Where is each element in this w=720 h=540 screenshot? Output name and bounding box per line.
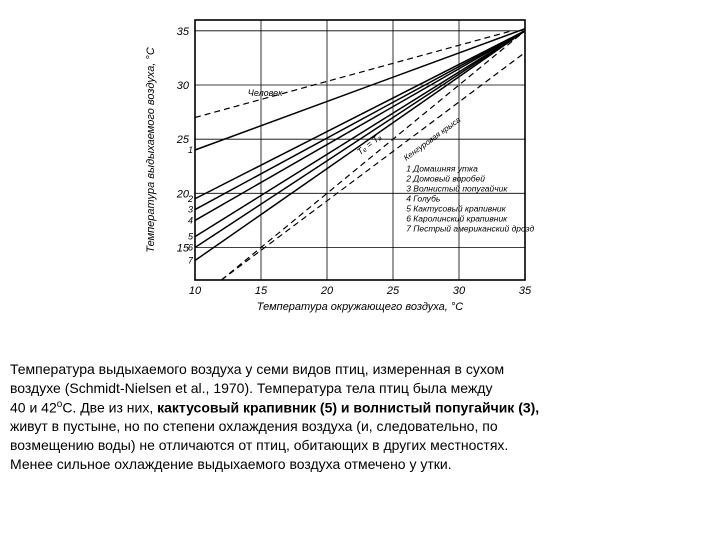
- svg-text:7 Пестрый американский дрозд: 7 Пестрый американский дрозд: [406, 224, 534, 234]
- svg-text:5 Кактусовый крапивник: 5 Кактусовый крапивник: [406, 204, 506, 214]
- svg-text:20: 20: [320, 285, 334, 297]
- svg-text:4: 4: [188, 215, 193, 225]
- svg-text:2 Домовый воробей: 2 Домовый воробей: [405, 174, 485, 184]
- svg-text:6: 6: [188, 243, 193, 253]
- caption-l1: Температура выдыхаемого воздуха у семи в…: [10, 361, 504, 377]
- svg-text:5: 5: [188, 232, 194, 242]
- svg-text:1: 1: [188, 145, 193, 155]
- svg-text:7: 7: [188, 256, 194, 266]
- svg-text:10: 10: [189, 285, 202, 297]
- svg-text:30: 30: [453, 285, 466, 297]
- svg-text:3 Волнистый попугайчик: 3 Волнистый попугайчик: [406, 184, 508, 194]
- svg-text:Человек: Человек: [248, 88, 283, 98]
- svg-text:15: 15: [255, 285, 268, 297]
- svg-text:1 Домашняя утка: 1 Домашняя утка: [406, 164, 478, 174]
- svg-text:35: 35: [519, 285, 532, 297]
- caption-l2: воздухе (Schmidt-Nielsen et al., 1970). …: [10, 380, 492, 396]
- caption-l3d: кактусовый крапивник (5) и волнистый поп…: [157, 399, 539, 415]
- svg-text:35: 35: [177, 26, 190, 38]
- svg-text:3: 3: [188, 205, 193, 215]
- svg-text:Tₑ = Tₐ: Tₑ = Tₐ: [355, 132, 383, 157]
- svg-text:30: 30: [177, 80, 190, 92]
- caption-l3c: С. Две из них,: [62, 399, 157, 415]
- svg-text:4 Голубь: 4 Голубь: [406, 194, 440, 204]
- svg-text:Температура выдыхаемого воздух: Температура выдыхаемого воздуха, °С: [145, 47, 157, 253]
- chart: 10152025303515202530351234567ЧеловекTₑ =…: [140, 10, 580, 320]
- caption-text: Температура выдыхаемого воздуха у семи в…: [10, 360, 710, 474]
- caption-l5: возмещению воды) не отличаются от птиц, …: [10, 437, 508, 453]
- svg-text:25: 25: [386, 285, 400, 297]
- caption-l4: живут в пустыне, но по степени охлаждени…: [10, 418, 498, 434]
- svg-text:2: 2: [187, 194, 193, 204]
- caption-l3a: 40 и 42: [10, 399, 57, 415]
- svg-text:6 Каролинский крапивник: 6 Каролинский крапивник: [406, 214, 508, 224]
- svg-text:Температура окружающего воздух: Температура окружающего воздуха, °С: [257, 301, 464, 313]
- caption-l6: Менее сильное охлаждение выдыхаемого воз…: [10, 456, 452, 472]
